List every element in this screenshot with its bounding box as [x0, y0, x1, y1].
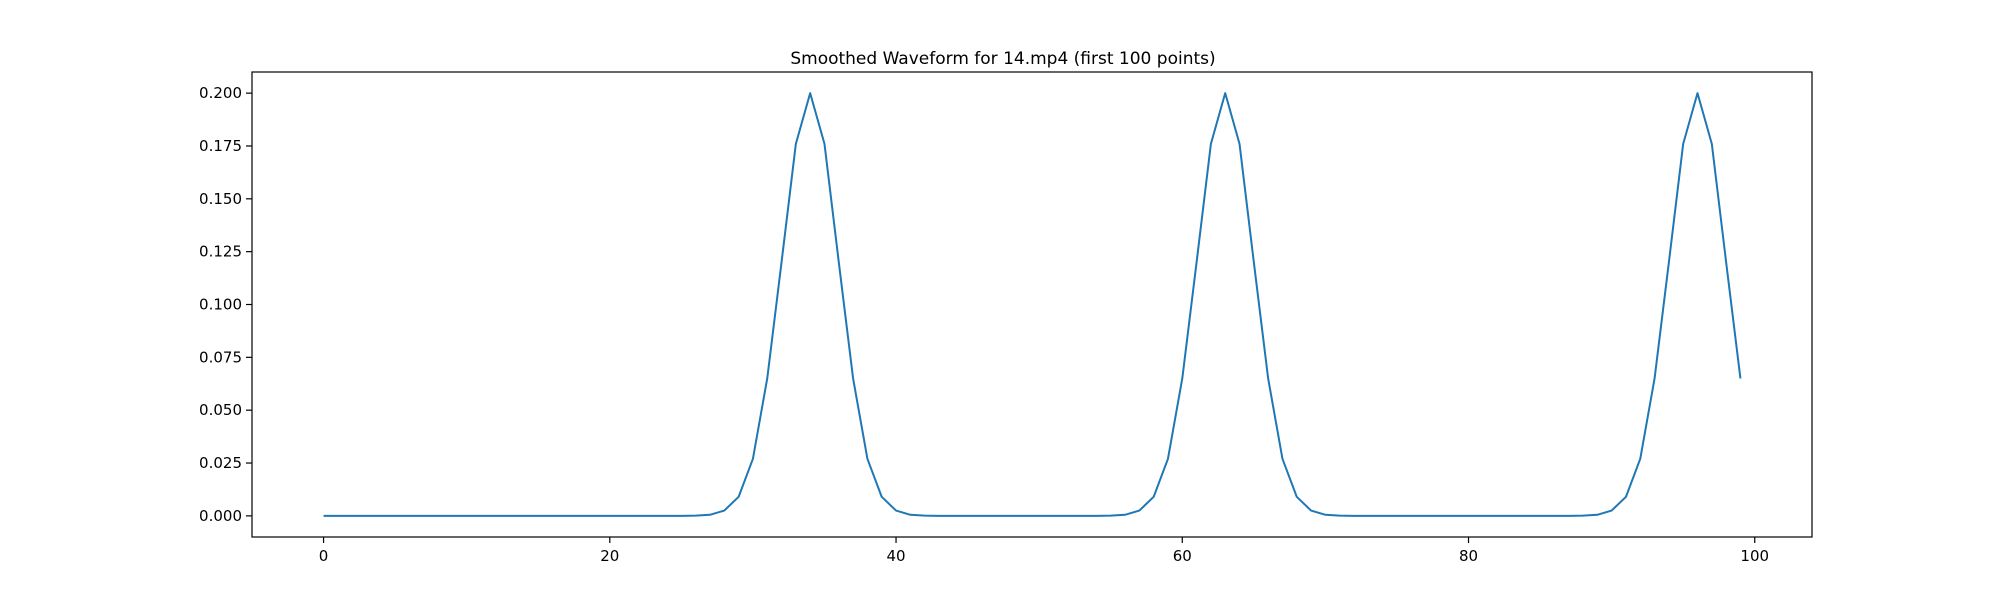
x-tick-label: 0: [319, 547, 329, 565]
y-tick-label: 0.150: [199, 190, 242, 208]
x-tick-label: 20: [600, 547, 619, 565]
plot-frame: [251, 71, 1813, 538]
y-tick-label: 0.050: [199, 401, 242, 419]
y-tick-label: 0.125: [199, 243, 242, 261]
y-tick-label: 0.025: [199, 454, 242, 472]
x-tick-label: 80: [1459, 547, 1478, 565]
x-tick-label: 40: [886, 547, 905, 565]
y-tick-label: 0.100: [199, 296, 242, 314]
series-line: [323, 92, 1742, 517]
y-tick-label: 0.200: [199, 84, 242, 102]
y-tick-label: 0.000: [199, 507, 242, 525]
y-tick-label: 0.175: [199, 137, 242, 155]
x-tick-label: 60: [1173, 547, 1192, 565]
chart-title: Smoothed Waveform for 14.mp4 (first 100 …: [790, 49, 1215, 69]
y-tick-label: 0.075: [199, 348, 242, 366]
x-tick-label: 100: [1740, 547, 1769, 565]
